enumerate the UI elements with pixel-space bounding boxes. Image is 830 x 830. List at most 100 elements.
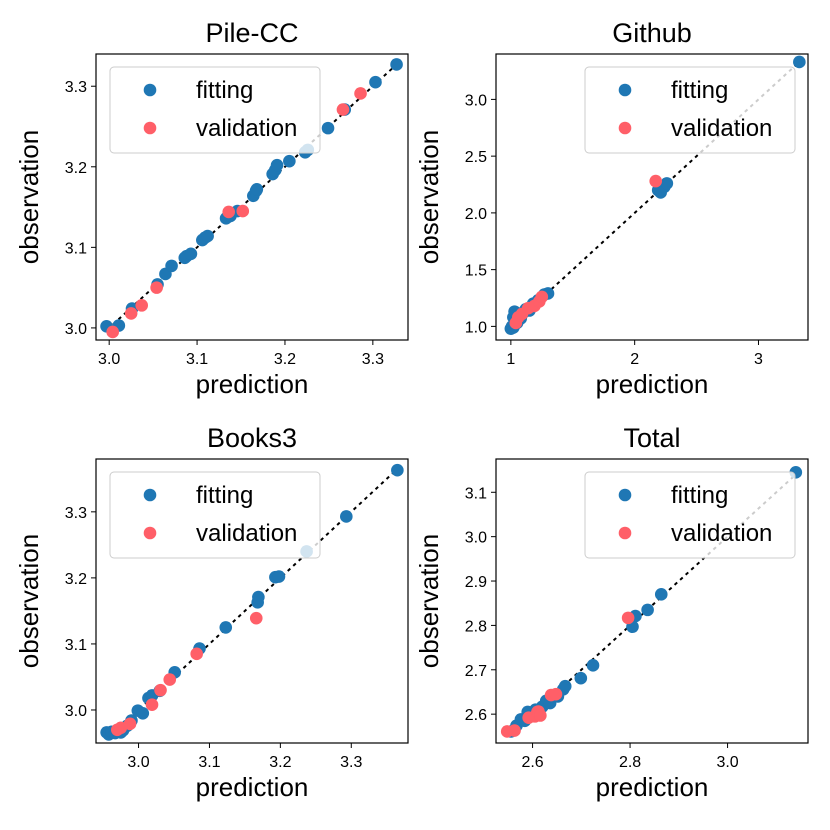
y-tick-label: 3.1 bbox=[65, 637, 87, 654]
plot-area bbox=[100, 463, 404, 741]
validation-point bbox=[236, 204, 250, 218]
fitting-point bbox=[654, 588, 668, 601]
x-tick-label: 3.3 bbox=[362, 351, 384, 368]
y-axis-label: observation bbox=[414, 130, 444, 264]
fitting-point bbox=[250, 183, 264, 196]
fitting-point bbox=[252, 590, 265, 604]
y-axis-label: observation bbox=[14, 130, 44, 264]
validation-point bbox=[123, 717, 137, 731]
y-tick-label: 3.2 bbox=[65, 571, 87, 588]
legend-label: fitting bbox=[196, 77, 253, 104]
x-axis-label: prediction bbox=[196, 772, 309, 802]
validation-point bbox=[163, 673, 177, 686]
x-tick-label: 3.3 bbox=[340, 754, 362, 771]
y-tick-label: 2.5 bbox=[465, 149, 487, 166]
fitting-point bbox=[586, 659, 600, 672]
legend-box bbox=[109, 471, 321, 559]
legend-marker bbox=[618, 83, 632, 97]
validation-point bbox=[508, 724, 521, 737]
legend-label: fitting bbox=[671, 77, 728, 104]
validation-point bbox=[124, 307, 138, 320]
plot-area bbox=[500, 466, 803, 738]
validation-point bbox=[154, 683, 167, 697]
legend-marker bbox=[618, 488, 632, 502]
legend-label: fitting bbox=[671, 482, 728, 509]
fitting-point bbox=[390, 58, 403, 71]
legend-label: fitting bbox=[196, 482, 253, 509]
validation-point bbox=[145, 698, 159, 711]
fitting-point bbox=[283, 154, 296, 168]
legend: fitting validation bbox=[109, 471, 321, 559]
fitting-point bbox=[793, 55, 806, 69]
legend-label: validation bbox=[671, 520, 772, 547]
subplot-2: Github prediction observation 1 2 3 1.0 1.5 2.0 2… bbox=[414, 18, 809, 399]
y-tick-label: 1.5 bbox=[465, 263, 487, 280]
validation-point bbox=[354, 87, 367, 100]
fitting-point bbox=[574, 671, 588, 685]
legend: fitting validation bbox=[584, 471, 796, 559]
subplot-title: Github bbox=[612, 18, 692, 48]
fitting-point bbox=[660, 177, 674, 190]
legend-marker bbox=[143, 83, 157, 97]
subplot-3: Books3 prediction observation 3.0 3.1 3.2 3.3 3… bbox=[14, 423, 409, 802]
axes-frame bbox=[495, 458, 809, 744]
fitting-point bbox=[136, 706, 150, 720]
x-tick-label: 3.0 bbox=[98, 351, 120, 368]
validation-point bbox=[190, 647, 203, 661]
y-axis-label: observation bbox=[14, 534, 44, 668]
subplot-title: Total bbox=[623, 423, 680, 453]
fitting-point bbox=[165, 259, 178, 273]
y-tick-label: 2.9 bbox=[465, 574, 487, 591]
validation-point bbox=[621, 611, 635, 625]
validation-point bbox=[249, 611, 263, 625]
y-tick-label: 3.1 bbox=[65, 240, 87, 257]
subplot-title: Pile-CC bbox=[205, 18, 298, 48]
validation-point bbox=[534, 709, 547, 722]
x-tick-label: 3.0 bbox=[127, 754, 149, 771]
fitting-point bbox=[219, 621, 233, 634]
legend: fitting validation bbox=[584, 66, 796, 154]
y-tick-label: 2.6 bbox=[465, 707, 487, 724]
legend-marker bbox=[618, 121, 632, 135]
legend-box bbox=[584, 66, 796, 154]
x-tick-label: 1 bbox=[506, 351, 515, 368]
x-tick-label: 2.6 bbox=[521, 754, 543, 771]
fitting-point bbox=[369, 75, 382, 89]
axes-frame bbox=[495, 53, 809, 341]
validation-point bbox=[649, 174, 663, 188]
x-tick-label: 3 bbox=[754, 351, 763, 368]
legend-marker bbox=[143, 526, 157, 540]
validation-point bbox=[106, 325, 119, 339]
x-tick-label: 3.2 bbox=[269, 754, 291, 771]
subplot-4: Total prediction observation 2.6 2.8 3.0 2.6 2.… bbox=[414, 423, 809, 802]
x-tick-label: 2 bbox=[630, 351, 639, 368]
legend-marker bbox=[143, 488, 157, 502]
legend-box bbox=[584, 471, 796, 559]
y-tick-label: 1.0 bbox=[465, 319, 487, 336]
legend-marker bbox=[618, 526, 632, 540]
fitting-point bbox=[201, 229, 214, 243]
validation-point bbox=[135, 299, 149, 312]
fitting-point bbox=[184, 247, 198, 261]
fitting-point bbox=[321, 121, 335, 135]
legend-label: validation bbox=[671, 115, 772, 142]
y-tick-label: 3.0 bbox=[465, 92, 487, 109]
legend-marker bbox=[143, 121, 157, 135]
x-tick-label: 2.8 bbox=[619, 754, 641, 771]
axes-frame bbox=[95, 458, 409, 744]
y-tick-label: 2.8 bbox=[465, 618, 487, 635]
y-tick-label: 2.7 bbox=[465, 663, 487, 680]
x-tick-label: 3.1 bbox=[186, 351, 208, 368]
legend-box bbox=[109, 66, 321, 154]
x-tick-label: 3.0 bbox=[716, 754, 738, 771]
x-axis-label: prediction bbox=[196, 369, 309, 399]
subplot-title: Books3 bbox=[207, 423, 297, 453]
legend-label: validation bbox=[196, 115, 297, 142]
fitting-point bbox=[558, 679, 572, 693]
fitting-point bbox=[270, 158, 284, 172]
y-tick-label: 3.2 bbox=[65, 160, 87, 177]
validation-point bbox=[535, 290, 549, 304]
legend-label: validation bbox=[196, 520, 297, 547]
legend: fitting validation bbox=[109, 66, 321, 154]
